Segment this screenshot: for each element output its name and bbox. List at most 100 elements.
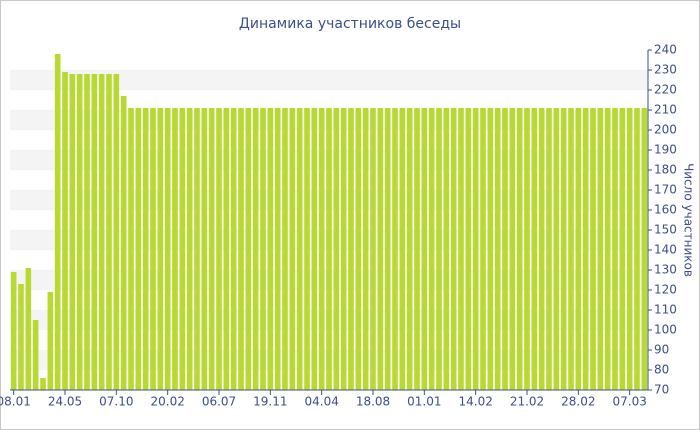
y-tick-label: 130 xyxy=(654,263,677,277)
chart-title: Динамика участников беседы xyxy=(239,16,461,32)
bar xyxy=(626,108,633,390)
bar xyxy=(355,108,362,390)
bar xyxy=(582,108,589,390)
x-tick-label: 07.03 xyxy=(612,395,646,409)
bar xyxy=(604,108,611,390)
bar xyxy=(128,108,134,390)
y-tick-label: 230 xyxy=(654,63,677,77)
y-tick-label: 240 xyxy=(654,43,677,57)
bar xyxy=(472,108,479,390)
bar xyxy=(480,108,486,390)
bar xyxy=(91,74,98,390)
x-tick-label: 24.05 xyxy=(48,395,82,409)
bar xyxy=(443,108,450,390)
bar xyxy=(575,108,582,390)
bar xyxy=(54,54,61,390)
bar xyxy=(318,108,325,390)
bar xyxy=(179,108,186,390)
bar xyxy=(590,108,596,390)
bar xyxy=(494,108,501,390)
bar xyxy=(538,108,545,390)
y-tick-label: 170 xyxy=(654,183,677,197)
bar xyxy=(267,108,274,390)
bar xyxy=(172,108,178,390)
bar xyxy=(450,108,457,390)
bar xyxy=(216,108,222,390)
y-tick-label: 100 xyxy=(654,323,677,337)
plot: 08.01 24.05 07.10 20.02 06.07 19.11 04.04 18.08… xyxy=(0,43,677,409)
bar xyxy=(76,74,83,390)
bar xyxy=(304,108,310,390)
x-tick-label: 08.01 xyxy=(0,395,31,409)
bar xyxy=(230,108,237,390)
y-tick-label: 70 xyxy=(654,383,669,397)
bar xyxy=(164,108,171,390)
bar xyxy=(597,108,604,390)
bar xyxy=(377,108,384,390)
bar xyxy=(546,108,552,390)
bar xyxy=(406,108,413,390)
bar xyxy=(487,108,494,390)
y-tick-label: 80 xyxy=(654,363,669,377)
x-tick-label: 21.02 xyxy=(510,395,544,409)
bar xyxy=(414,108,420,390)
bar xyxy=(62,72,68,390)
bar xyxy=(201,108,208,390)
bar xyxy=(421,108,428,390)
bar xyxy=(509,108,516,390)
x-tick-label: 04.04 xyxy=(304,395,338,409)
bar xyxy=(348,108,354,390)
bar xyxy=(69,74,76,390)
bar xyxy=(428,108,435,390)
bar xyxy=(340,108,347,390)
bar xyxy=(282,108,288,390)
bar xyxy=(634,108,640,390)
bar xyxy=(208,108,215,390)
bar xyxy=(142,108,149,390)
bar xyxy=(619,108,626,390)
bar xyxy=(84,74,90,390)
bar xyxy=(568,108,574,390)
x-tick-label: 01.01 xyxy=(407,395,441,409)
bar xyxy=(560,108,567,390)
bar xyxy=(289,108,296,390)
bar xyxy=(32,320,39,390)
y-tick-label: 190 xyxy=(654,143,677,157)
bar xyxy=(524,108,530,390)
bar xyxy=(18,284,24,390)
bar xyxy=(333,108,340,390)
bar xyxy=(25,268,32,390)
bar xyxy=(245,108,252,390)
y-tick-label: 150 xyxy=(654,223,677,237)
bar xyxy=(531,108,538,390)
bar xyxy=(223,108,230,390)
bar xyxy=(252,108,259,390)
bar xyxy=(106,74,112,390)
y-tick-label: 180 xyxy=(654,163,677,177)
bar xyxy=(458,108,464,390)
y-tick-label: 200 xyxy=(654,123,677,137)
bar xyxy=(47,292,54,390)
bar xyxy=(612,108,618,390)
y-tick-label: 140 xyxy=(654,243,677,257)
x-tick-label: 07.10 xyxy=(99,395,133,409)
x-tick-label: 19.11 xyxy=(253,395,287,409)
bar xyxy=(296,108,303,390)
bar xyxy=(399,108,406,390)
bar xyxy=(311,108,318,390)
bar xyxy=(641,108,648,390)
bar xyxy=(40,378,46,390)
x-tick-label: 20.02 xyxy=(150,395,184,409)
grid-band xyxy=(10,70,648,90)
bar xyxy=(370,108,376,390)
bar xyxy=(465,108,472,390)
bar xyxy=(157,108,164,390)
bar xyxy=(326,108,332,390)
bar xyxy=(274,108,281,390)
bar xyxy=(392,108,398,390)
bar xyxy=(384,108,391,390)
y-tick-label: 220 xyxy=(654,83,677,97)
y-tick-label: 110 xyxy=(654,303,677,317)
